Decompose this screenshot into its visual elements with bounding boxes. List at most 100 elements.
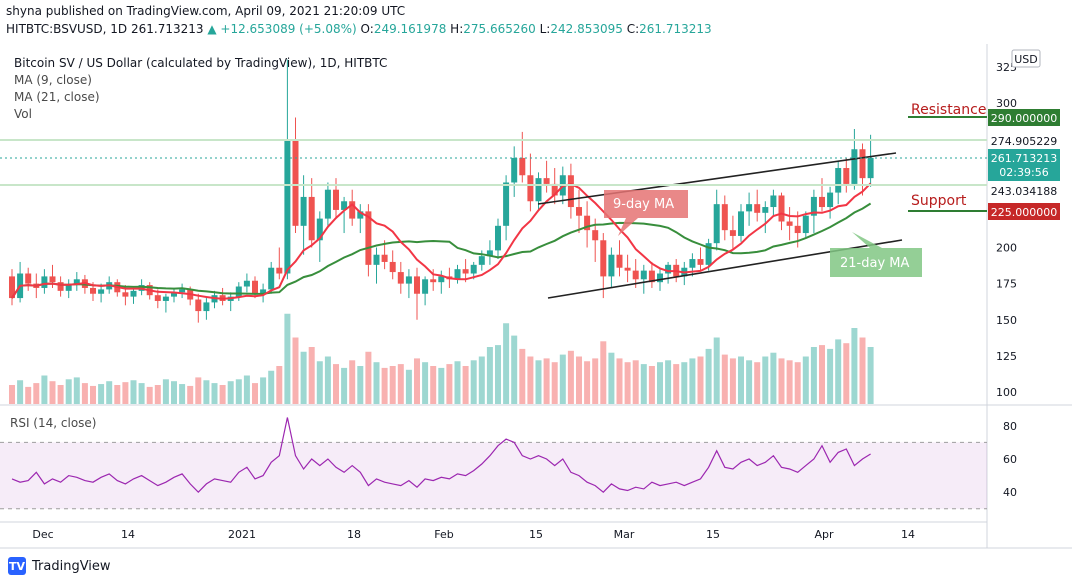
candle-body — [122, 292, 129, 297]
price-tick-label: 150 — [996, 314, 1017, 327]
candle-body — [576, 207, 582, 216]
volume-bar — [527, 356, 534, 404]
candle-body — [486, 250, 493, 257]
legend-vol[interactable]: Vol — [14, 107, 32, 121]
candle-body — [57, 282, 64, 291]
candle-body — [802, 215, 809, 234]
candle-body — [819, 196, 825, 208]
close-value: 261.713213 — [639, 22, 712, 36]
candle-body — [430, 279, 437, 283]
volume-bar — [284, 313, 291, 404]
rsi-tick-label: 40 — [1003, 486, 1017, 499]
tradingview-brand[interactable]: TV TradingView — [8, 557, 111, 575]
volume-bar — [292, 337, 299, 404]
volume-bar — [503, 323, 510, 404]
volume-bar — [608, 352, 615, 404]
time-tick-label: 15 — [706, 528, 720, 541]
candle-body — [179, 289, 186, 293]
candle-body — [681, 267, 688, 277]
candle-body — [203, 302, 210, 312]
candle-body — [835, 168, 842, 193]
candle-body — [41, 276, 48, 288]
volume-bar — [713, 337, 720, 404]
candle-body — [211, 295, 218, 303]
volume-bar — [705, 348, 712, 404]
candle-body — [762, 207, 769, 213]
volume-bar — [41, 375, 48, 404]
symbol[interactable]: HITBTC:BSVUSD, 1D — [6, 22, 128, 36]
time-tick-label: 2021 — [228, 528, 256, 541]
volume-bar — [405, 369, 412, 404]
volume-bar — [381, 367, 388, 404]
candle-body — [454, 269, 461, 280]
chart-legend: Bitcoin SV / US Dollar (calculated by Tr… — [14, 55, 387, 123]
candle-body — [551, 183, 558, 196]
volume-bar — [738, 356, 744, 404]
candle-body — [632, 270, 639, 280]
candle-body — [397, 272, 404, 284]
candle-body — [324, 189, 331, 219]
candle-body — [503, 182, 510, 226]
volume-bar — [227, 381, 234, 404]
volume-bar — [73, 377, 80, 404]
ma9-callout-text: 9-day MA — [613, 197, 674, 212]
low-value: 242.853095 — [550, 22, 623, 36]
volume-bar — [584, 361, 591, 404]
volume-bar — [122, 382, 129, 404]
rsi-tick-label: 80 — [1003, 420, 1017, 433]
candle-body — [438, 276, 445, 283]
volume-bar — [365, 351, 372, 404]
candle-body — [268, 267, 275, 290]
tradingview-logo-icon: TV — [8, 557, 26, 575]
volume-bar — [551, 362, 558, 404]
volume-bar — [195, 377, 202, 404]
candle-body — [584, 215, 591, 231]
volume-bar — [341, 367, 348, 404]
legend-ma9[interactable]: MA (9, close) — [14, 73, 92, 87]
candle-body — [867, 157, 874, 179]
rsi-label[interactable]: RSI (14, close) — [10, 416, 97, 430]
candle-body — [705, 243, 712, 265]
volume-bar — [81, 383, 88, 404]
candle-body — [535, 178, 542, 202]
candle-body — [422, 279, 429, 294]
volume-bar — [511, 335, 518, 404]
volume-bar — [592, 358, 599, 404]
volume-bar — [90, 385, 96, 404]
legend-title: Bitcoin SV / US Dollar (calculated by Tr… — [14, 56, 388, 70]
volume-bar — [721, 354, 728, 404]
volume-bar — [851, 328, 858, 404]
volume-bar — [268, 370, 275, 404]
volume-bar — [786, 360, 793, 404]
volume-bar — [276, 366, 283, 404]
volume-bar — [535, 360, 542, 404]
volume-bar — [559, 354, 566, 404]
high-value: 275.665260 — [463, 22, 536, 36]
candle-body — [746, 204, 753, 212]
resistance-label: Resistance — [911, 102, 986, 118]
volume-bar — [316, 361, 323, 404]
currency-label: USD — [1014, 53, 1038, 66]
volume-bar — [171, 381, 177, 404]
open-label: O: — [360, 22, 374, 36]
candle-body — [154, 295, 161, 301]
candle-body — [252, 280, 258, 294]
ma21-callout-text: 21-day MA — [840, 256, 909, 271]
volume-bar — [308, 347, 315, 404]
volume-bar — [438, 367, 445, 404]
candle-body — [405, 276, 412, 284]
candle-body — [827, 192, 834, 208]
volume-bar — [576, 356, 582, 404]
candle-body — [333, 189, 339, 210]
legend-ma21[interactable]: MA (21, close) — [14, 90, 100, 104]
candle-body — [778, 195, 785, 222]
volume-bar — [495, 345, 501, 404]
volume-bar — [187, 385, 194, 404]
channel-upper-line — [537, 152, 897, 205]
low-price-tag: 243.034188 — [991, 185, 1057, 198]
candle-body — [640, 270, 647, 280]
price-tick-label: 125 — [996, 350, 1017, 363]
volume-bar — [778, 358, 785, 404]
volume-bar — [389, 366, 396, 404]
price-tick-label: 225 — [996, 205, 1017, 218]
